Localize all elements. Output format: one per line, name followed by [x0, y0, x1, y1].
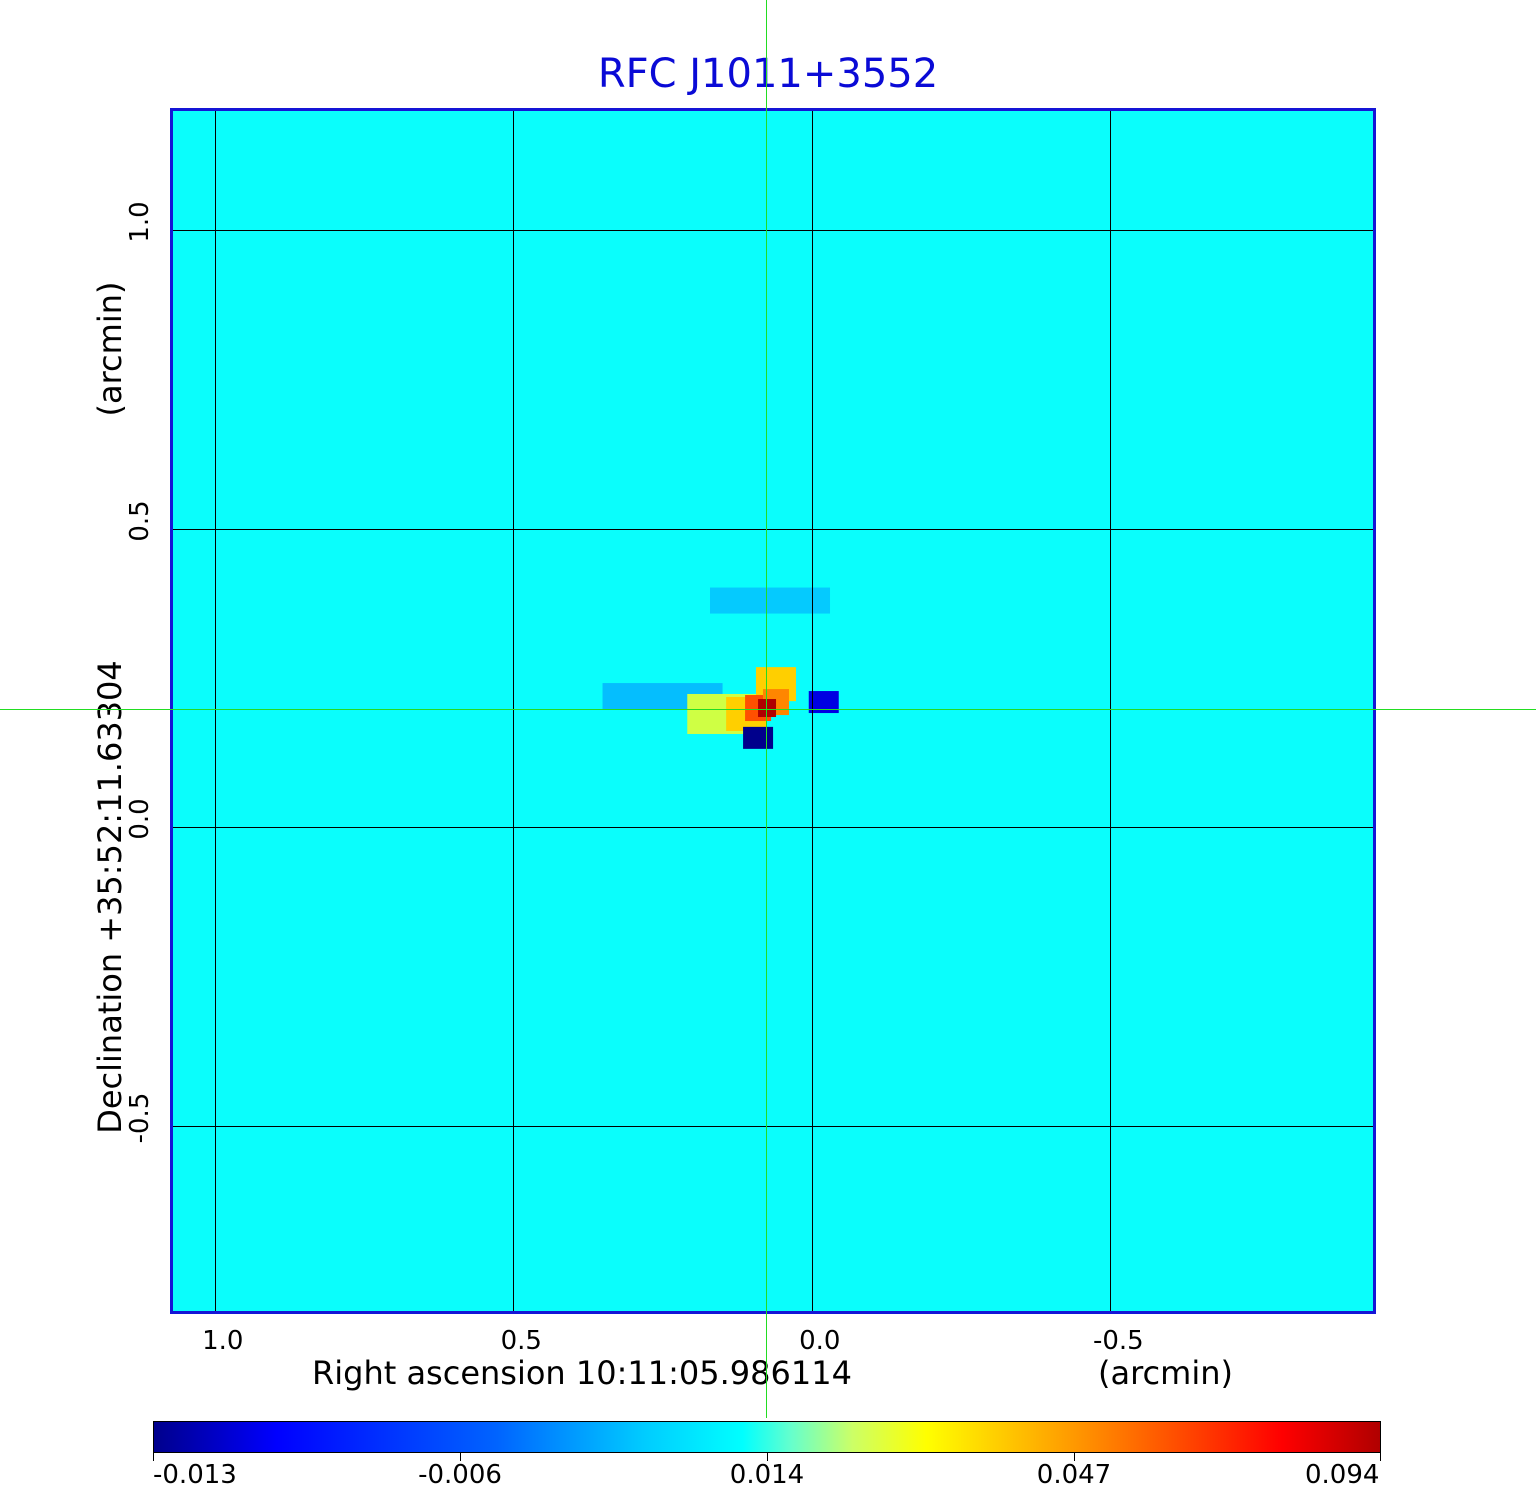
colorbar-tick-mark: [1074, 1453, 1075, 1461]
y-tick-label: 1.0: [125, 201, 155, 244]
heatmap-feature-negative: [808, 691, 839, 714]
colorbar-tick-mark: [460, 1453, 461, 1461]
y-axis-label: Declination +35:52:11.63304: [91, 660, 129, 1134]
x-tick-label: 0.5: [500, 1326, 542, 1356]
y-tick-label: 0.5: [125, 500, 155, 542]
heatmap-feature-peak: [758, 699, 777, 718]
crosshair-horizontal: [0, 709, 1536, 710]
heatmap-feature-sidelobe: [710, 587, 831, 614]
heatmap-marks: [602, 587, 839, 749]
y-tick-label: 0.0: [125, 798, 155, 841]
y-tick-label: -0.5: [125, 1092, 155, 1144]
colorbar-tick-mark: [767, 1453, 768, 1461]
grid-line-x: [1110, 111, 1112, 1311]
x-tick-label: -0.5: [1092, 1326, 1144, 1356]
colorbar-tick-label: 0.094: [1305, 1460, 1380, 1490]
colorbar-tick-label: 0.047: [1036, 1460, 1112, 1490]
colorbar-tick-mark: [1380, 1453, 1381, 1461]
colorbar-tick-mark: [153, 1453, 154, 1461]
x-axis-unit: (arcmin): [1098, 1354, 1233, 1392]
grid-line-y: [173, 827, 1373, 829]
grid-line-y: [173, 528, 1373, 530]
heatmap-feature-negative: [743, 726, 774, 749]
x-tick-label: 1.0: [202, 1326, 244, 1356]
y-axis-unit: (arcmin): [91, 281, 129, 417]
grid-line-x: [811, 111, 813, 1311]
colorbar-tick-label: 0.014: [729, 1460, 805, 1490]
chart-title: RFC J1011+3552: [597, 51, 939, 97]
x-tick-label: 0.0: [799, 1326, 841, 1356]
grid-line-x: [214, 111, 216, 1311]
image-plot-area[interactable]: [170, 108, 1376, 1314]
grid-line-x: [513, 111, 515, 1311]
colorbar: [153, 1421, 1381, 1453]
x-axis-label: Right ascension 10:11:05.986114: [312, 1354, 852, 1392]
colorbar-tick-label: -0.013: [153, 1460, 237, 1490]
grid-line-y: [173, 230, 1373, 232]
grid-line-y: [173, 1125, 1373, 1127]
colorbar-tick-label: -0.006: [418, 1460, 502, 1490]
